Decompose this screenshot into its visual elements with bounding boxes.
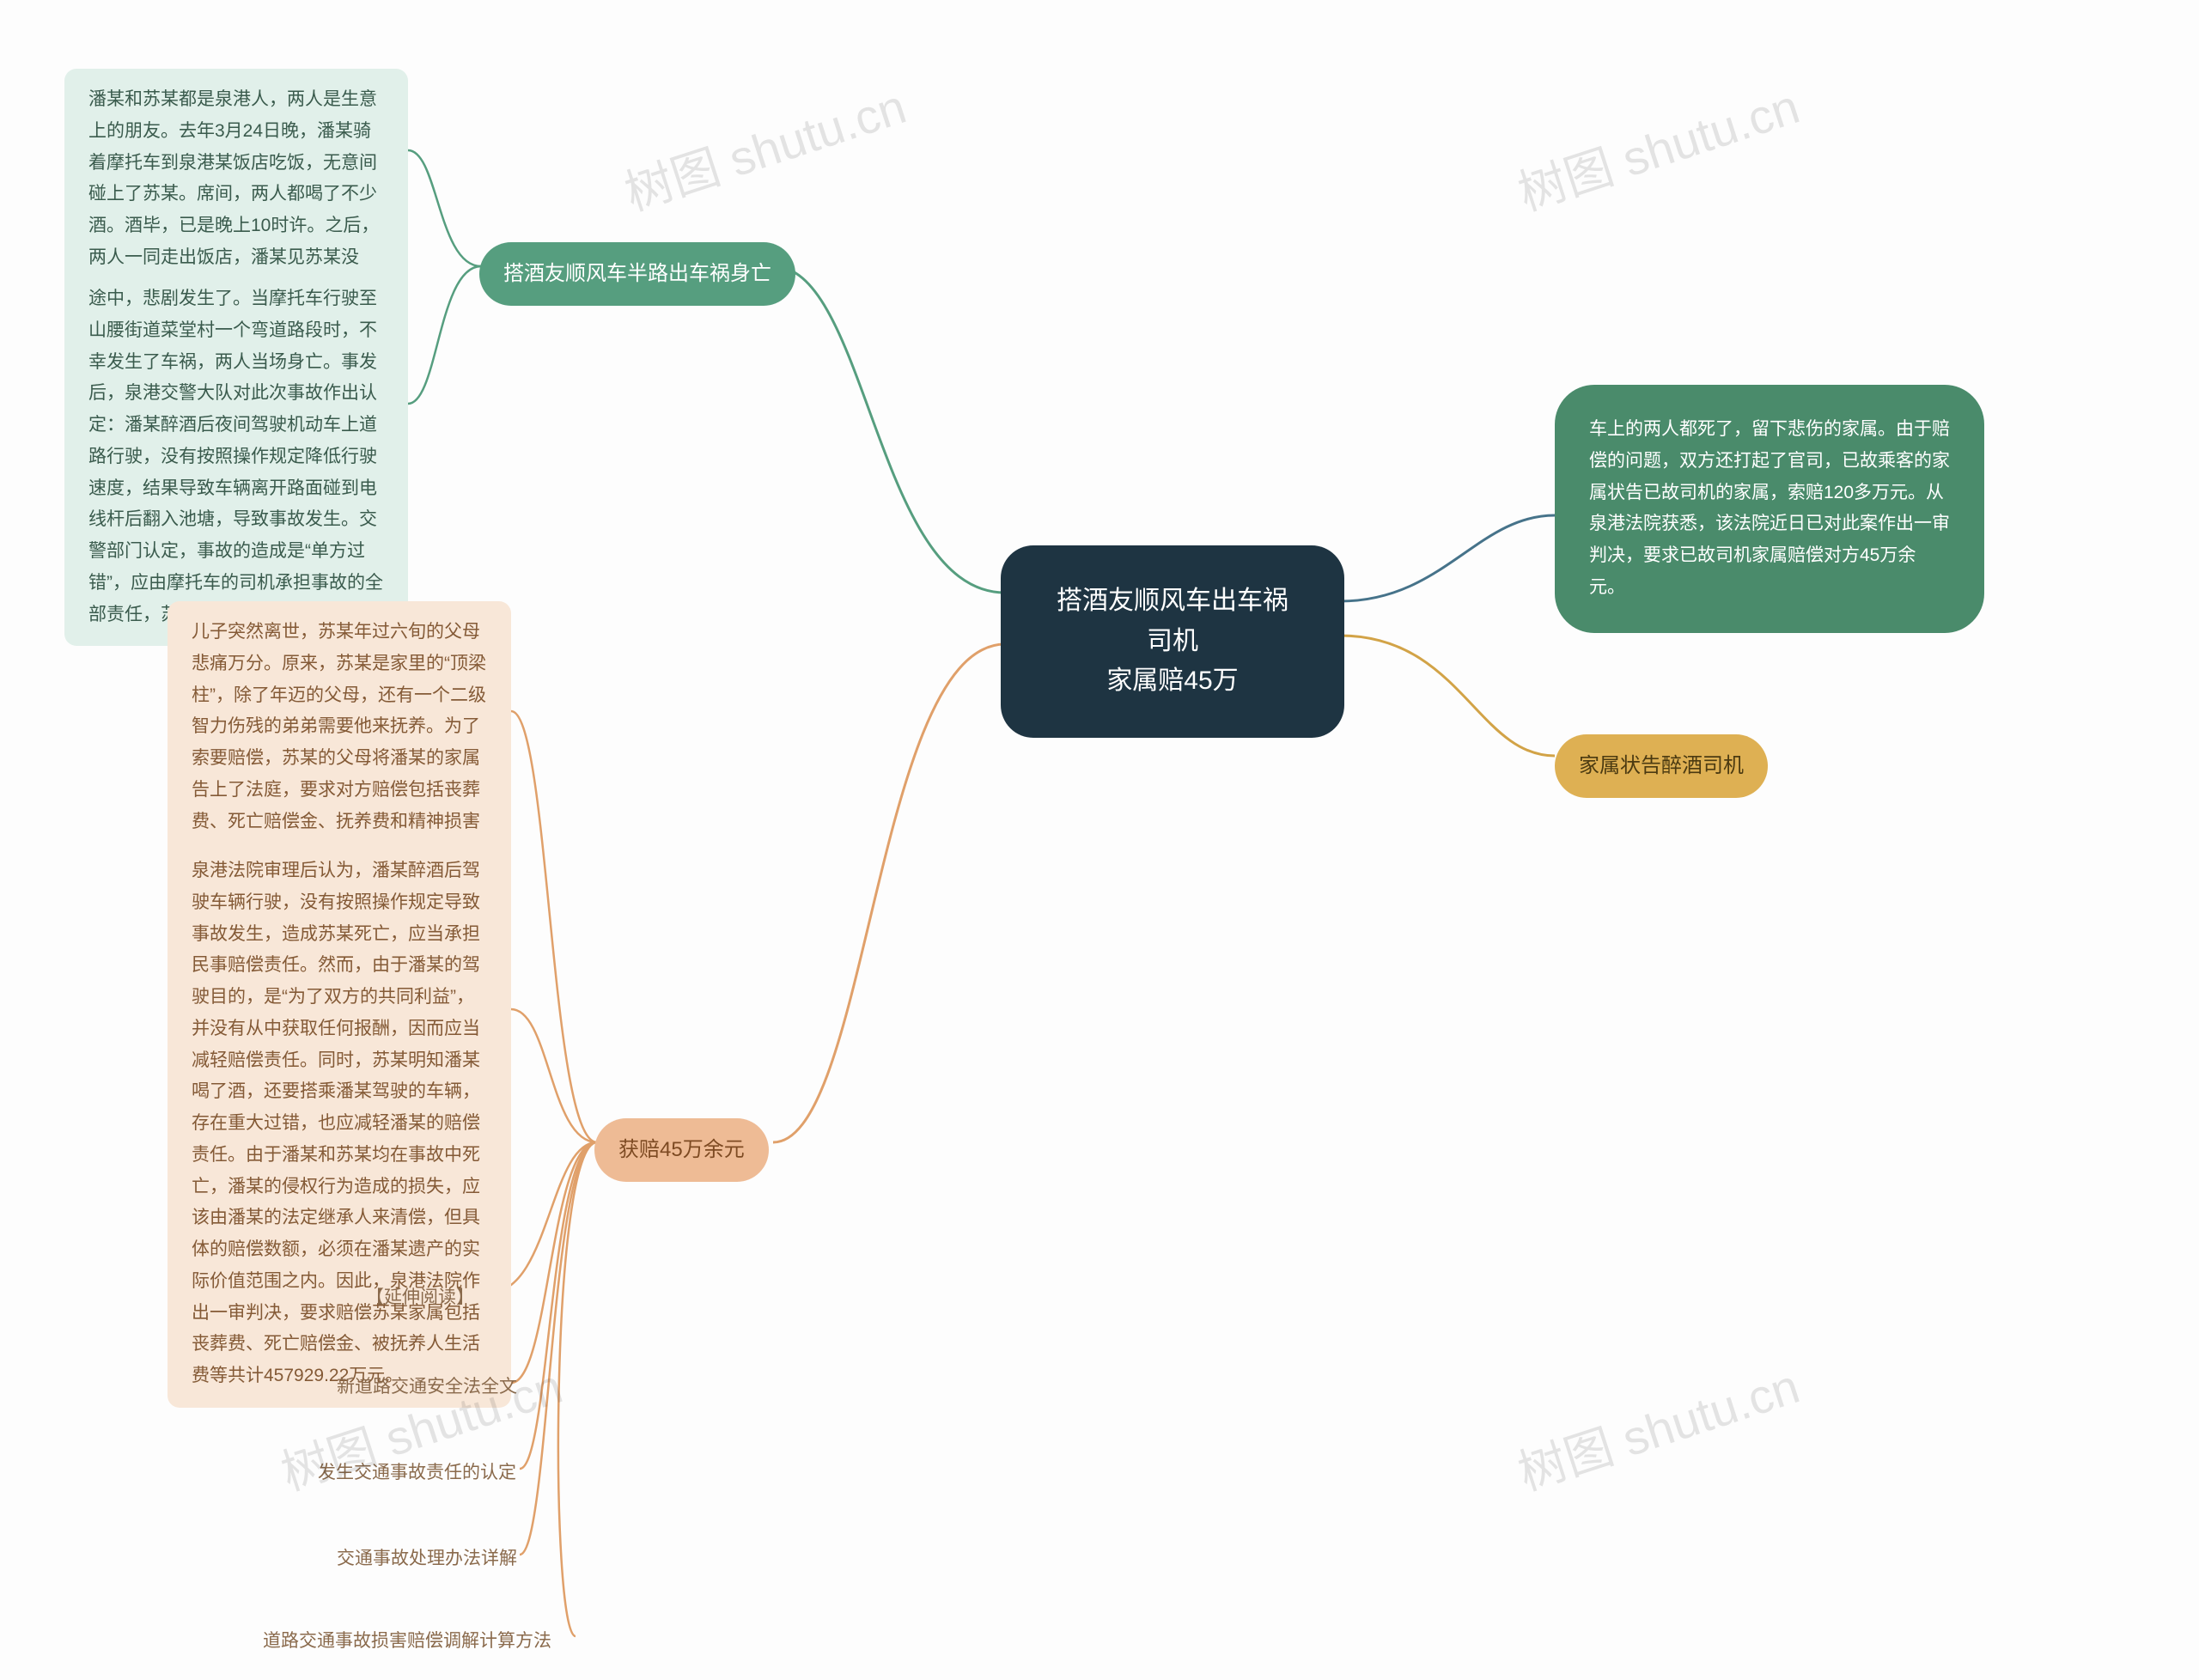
intro-box: 车上的两人都死了，留下悲伤的家属。由于赔偿的问题，双方还打起了官司，已故乘客的家… xyxy=(1555,385,1984,633)
compensation-para2: 泉港法院审理后认为，潘某醉酒后驾驶车辆行驶，没有按照操作规定导致事故发生，造成苏… xyxy=(168,840,511,1408)
ext-link-2-text: 交通事故处理办法详解 xyxy=(337,1549,517,1568)
accident-para2: 途中，悲剧发生了。当摩托车行驶至山腰街道菜堂村一个弯道路段时，不幸发生了车祸，两… xyxy=(64,268,408,646)
ext-link-1-text: 发生交通事故责任的认定 xyxy=(318,1463,516,1482)
ext-reading-header: 【延伸阅读】 xyxy=(359,1278,481,1318)
branch-compensation[interactable]: 获赔45万余元 xyxy=(594,1118,769,1182)
accident-para1-text: 潘某和苏某都是泉港人，两人是生意上的朋友。去年3月24日晚，潘某骑着摩托车到泉港… xyxy=(88,89,379,299)
ext-link-0[interactable]: 新道路交通安全法全文 xyxy=(330,1367,524,1407)
ext-link-2[interactable]: 交通事故处理办法详解 xyxy=(330,1539,524,1579)
ext-link-1[interactable]: 发生交通事故责任的认定 xyxy=(311,1453,523,1493)
ext-reading-header-text: 【延伸阅读】 xyxy=(366,1287,474,1307)
branch-family-sues[interactable]: 家属状告醉酒司机 xyxy=(1555,734,1768,798)
branch-compensation-label: 获赔45万余元 xyxy=(618,1138,745,1161)
intro-text: 车上的两人都死了，留下悲伤的家属。由于赔偿的问题，双方还打起了官司，已故乘客的家… xyxy=(1589,419,1950,597)
ext-link-3-text: 道路交通事故损害赔偿调解计算方法 xyxy=(263,1631,551,1651)
root-node[interactable]: 搭酒友顺风车出车祸 司机 家属赔45万 xyxy=(1001,545,1344,738)
ext-link-3[interactable]: 道路交通事故损害赔偿调解计算方法 xyxy=(256,1622,558,1661)
branch-accident-label: 搭酒友顺风车半路出车祸身亡 xyxy=(503,262,771,285)
compensation-para1-text: 儿子突然离世，苏某年过六旬的父母悲痛万分。原来，苏某是家里的“顶梁柱”，除了年迈… xyxy=(192,622,486,862)
watermark-br: 树图 shutu.cn xyxy=(1508,1348,1807,1505)
root-title-l2: 家属赔45万 xyxy=(1106,667,1238,695)
branch-family-sues-label: 家属状告醉酒司机 xyxy=(1579,754,1744,777)
watermark-tl: 树图 shutu.cn xyxy=(615,69,914,225)
ext-link-0-text: 新道路交通安全法全文 xyxy=(337,1377,517,1397)
root-title-l1: 搭酒友顺风车出车祸 司机 xyxy=(1057,587,1288,655)
accident-para2-text: 途中，悲剧发生了。当摩托车行驶至山腰街道菜堂村一个弯道路段时，不幸发生了车祸，两… xyxy=(88,289,383,624)
branch-accident[interactable]: 搭酒友顺风车半路出车祸身亡 xyxy=(479,242,795,306)
watermark-tr: 树图 shutu.cn xyxy=(1508,69,1807,225)
